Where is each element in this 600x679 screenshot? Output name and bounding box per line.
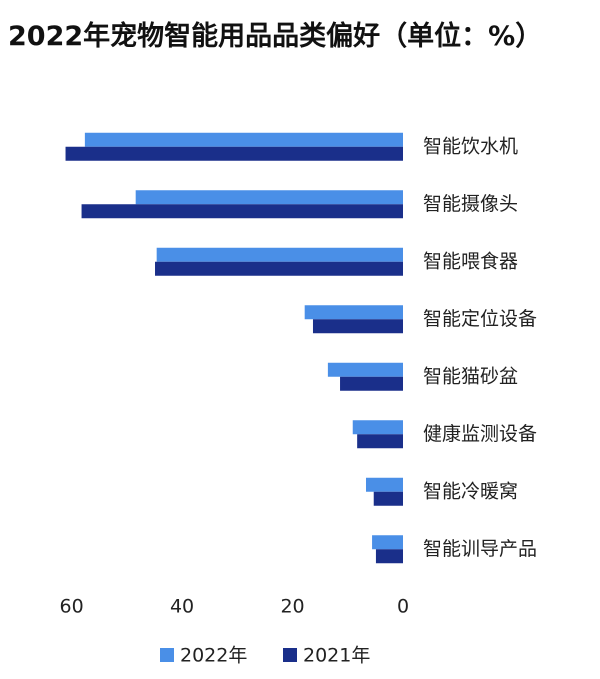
y-tick-label: 智能饮水机 — [423, 135, 518, 157]
bar — [357, 434, 403, 449]
bar — [372, 535, 403, 550]
bar — [84, 132, 404, 147]
bar — [65, 146, 403, 161]
y-tick-label: 智能摄像头 — [423, 193, 518, 215]
bar — [312, 319, 403, 334]
x-tick-label: 40 — [170, 596, 194, 618]
bar — [156, 247, 403, 262]
chart-title: 2022年宠物智能用品品类偏好（单位：%） — [8, 21, 543, 52]
legend-label: 2022年 — [180, 645, 247, 667]
legend-label: 2021年 — [303, 645, 370, 667]
legend-swatch — [283, 648, 297, 662]
bar — [304, 305, 403, 320]
bar — [135, 190, 403, 205]
bar — [340, 376, 403, 391]
legend-swatch — [160, 648, 174, 662]
bar — [155, 261, 403, 276]
y-tick-label: 智能定位设备 — [423, 308, 537, 330]
x-tick-label: 0 — [397, 596, 409, 618]
bar — [81, 204, 404, 219]
y-tick-label: 智能喂食器 — [423, 250, 518, 272]
x-tick-label: 20 — [280, 596, 304, 618]
bar — [327, 362, 403, 377]
bar — [375, 549, 403, 564]
y-tick-label: 健康监测设备 — [423, 423, 537, 445]
bar — [373, 491, 403, 506]
x-tick-label: 60 — [60, 596, 84, 618]
y-tick-label: 智能训导产品 — [423, 538, 537, 560]
bar — [352, 420, 403, 435]
bar — [365, 477, 403, 492]
y-tick-label: 智能冷暖窝 — [423, 480, 518, 502]
y-tick-label: 智能猫砂盆 — [423, 365, 518, 387]
